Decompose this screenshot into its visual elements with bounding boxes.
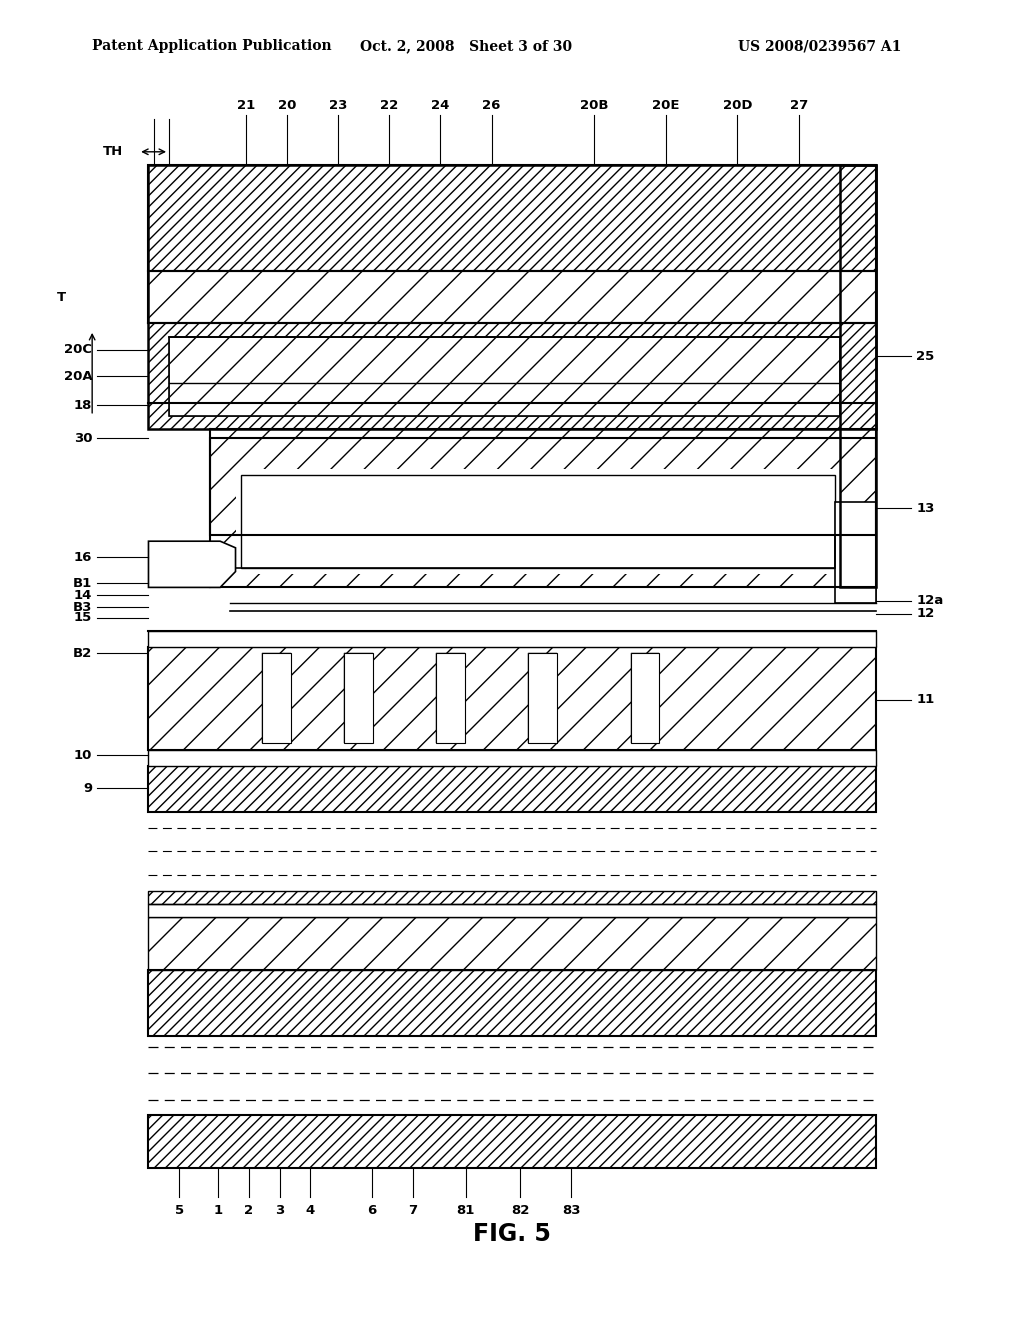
Polygon shape: [148, 541, 236, 587]
Bar: [631, 653, 659, 743]
Bar: [148, 165, 876, 429]
Text: 30: 30: [74, 432, 92, 445]
Text: 1: 1: [214, 1204, 222, 1217]
Bar: [236, 469, 840, 574]
Bar: [835, 502, 876, 603]
Text: 7: 7: [409, 1204, 417, 1217]
Text: T: T: [57, 290, 66, 304]
Bar: [148, 750, 876, 766]
Text: 81: 81: [457, 1204, 475, 1217]
Text: 2: 2: [245, 1204, 253, 1217]
Bar: [528, 653, 557, 743]
Bar: [169, 337, 840, 416]
Bar: [210, 438, 876, 535]
Text: 5: 5: [175, 1204, 183, 1217]
Bar: [148, 631, 876, 647]
Text: 14: 14: [74, 589, 92, 602]
Text: 27: 27: [790, 99, 808, 112]
Text: 12a: 12a: [916, 594, 944, 607]
Bar: [840, 165, 876, 587]
Bar: [148, 271, 876, 323]
Text: B3: B3: [73, 601, 92, 614]
Bar: [148, 891, 876, 904]
Bar: [148, 970, 876, 1036]
Text: 9: 9: [83, 781, 92, 795]
Bar: [241, 475, 835, 568]
Bar: [148, 917, 876, 970]
Text: TH: TH: [102, 145, 123, 158]
Bar: [148, 601, 876, 631]
Bar: [210, 535, 835, 568]
Bar: [148, 647, 876, 750]
Bar: [835, 502, 876, 603]
Bar: [344, 653, 373, 743]
Bar: [210, 535, 835, 568]
Text: 20A: 20A: [63, 370, 92, 383]
Bar: [436, 653, 465, 743]
Bar: [262, 653, 291, 743]
Bar: [344, 653, 373, 743]
Text: Oct. 2, 2008   Sheet 3 of 30: Oct. 2, 2008 Sheet 3 of 30: [359, 40, 572, 53]
Bar: [528, 653, 557, 743]
Bar: [169, 337, 840, 416]
Bar: [169, 337, 840, 416]
Text: 20E: 20E: [652, 99, 679, 112]
Text: B1: B1: [73, 577, 92, 590]
Bar: [148, 970, 876, 1036]
Text: 21: 21: [237, 99, 255, 112]
Text: Patent Application Publication: Patent Application Publication: [92, 40, 332, 53]
Text: 20: 20: [278, 99, 296, 112]
Bar: [148, 766, 876, 812]
Bar: [262, 653, 291, 743]
Bar: [631, 653, 659, 743]
Text: 26: 26: [482, 99, 501, 112]
Bar: [148, 891, 876, 904]
Bar: [148, 165, 876, 429]
Text: 83: 83: [562, 1204, 581, 1217]
Text: 6: 6: [367, 1204, 377, 1217]
Text: 82: 82: [511, 1204, 529, 1217]
Text: 13: 13: [916, 502, 935, 515]
Text: 15: 15: [74, 611, 92, 624]
Text: FIG. 5: FIG. 5: [473, 1222, 551, 1246]
Text: 18: 18: [74, 399, 92, 412]
Bar: [148, 165, 876, 271]
Bar: [210, 429, 876, 587]
Text: 3: 3: [274, 1204, 285, 1217]
Text: 20D: 20D: [723, 99, 752, 112]
Text: B2: B2: [73, 647, 92, 660]
Text: 23: 23: [329, 99, 347, 112]
Text: 22: 22: [380, 99, 398, 112]
Bar: [148, 1115, 876, 1168]
Bar: [148, 271, 876, 323]
Text: 25: 25: [916, 350, 935, 363]
Bar: [210, 438, 876, 535]
Bar: [148, 647, 876, 750]
Bar: [148, 904, 876, 917]
Text: 12: 12: [916, 607, 935, 620]
Bar: [436, 653, 465, 743]
Bar: [148, 165, 876, 271]
Text: 20C: 20C: [65, 343, 92, 356]
Bar: [148, 917, 876, 970]
Text: 20B: 20B: [580, 99, 608, 112]
Text: 4: 4: [305, 1204, 315, 1217]
Bar: [148, 1115, 876, 1168]
Text: 24: 24: [431, 99, 450, 112]
Text: 16: 16: [74, 550, 92, 564]
Text: 10: 10: [74, 748, 92, 762]
Text: US 2008/0239567 A1: US 2008/0239567 A1: [737, 40, 901, 53]
Bar: [148, 766, 876, 812]
Text: 11: 11: [916, 693, 935, 706]
